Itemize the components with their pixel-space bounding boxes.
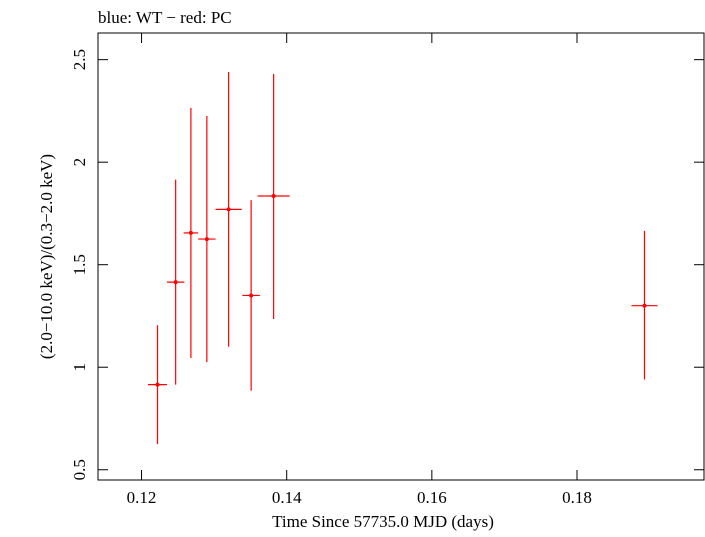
data-point-marker	[226, 207, 231, 212]
data-point	[166, 179, 185, 385]
x-tick-label: 0.16	[417, 488, 447, 507]
data-point-marker	[155, 382, 160, 387]
data-point-marker	[271, 194, 276, 199]
y-tick-label: 2	[70, 158, 89, 167]
data-point	[148, 325, 167, 445]
data-point	[257, 74, 290, 320]
data-point	[215, 71, 242, 347]
data-point	[242, 200, 260, 391]
x-tick-label: 0.14	[272, 488, 302, 507]
chart-title: blue: WT − red: PC	[98, 8, 232, 27]
y-tick-label: 0.5	[70, 459, 89, 480]
data-point-marker	[204, 237, 209, 242]
data-point	[198, 116, 216, 363]
data-point	[631, 230, 658, 380]
y-axis-label: (2.0−10.0 keV)/(0.3−2.0 keV)	[37, 154, 56, 359]
data-point-marker	[173, 280, 178, 285]
y-tick-label: 1.5	[70, 254, 89, 275]
y-tick-label: 2.5	[70, 49, 89, 70]
y-axis: 0.5 1 1.5 2 2.5	[70, 49, 704, 480]
x-tick-label: 0.18	[562, 488, 592, 507]
data-series	[148, 71, 658, 445]
y-tick-label: 1	[70, 363, 89, 372]
data-point-marker	[249, 293, 254, 298]
data-point	[183, 107, 199, 358]
data-point-marker	[188, 230, 193, 235]
plot-frame	[97, 32, 705, 481]
x-tick-label: 0.12	[127, 488, 157, 507]
x-axis: 0.12 0.14 0.16 0.18	[127, 33, 592, 507]
data-point-marker	[642, 303, 647, 308]
x-axis-label: Time Since 57735.0 MJD (days)	[272, 512, 494, 531]
